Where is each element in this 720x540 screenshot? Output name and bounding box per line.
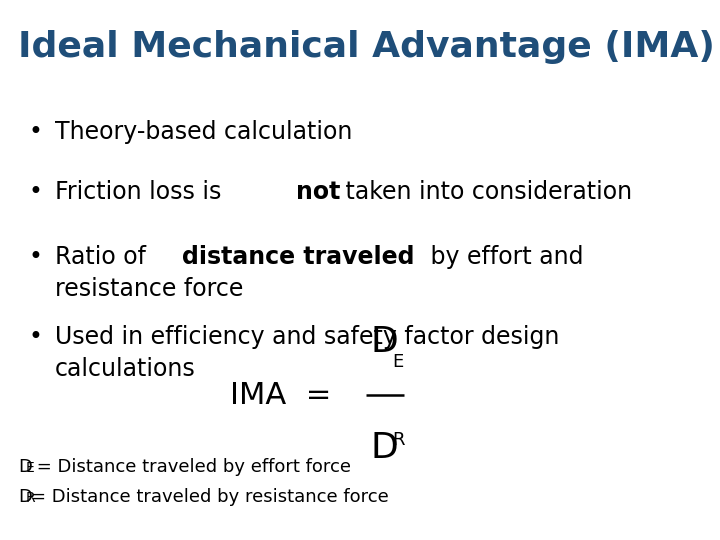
Text: taken into consideration: taken into consideration [338, 180, 632, 204]
Text: = Distance traveled by effort force: = Distance traveled by effort force [31, 458, 351, 476]
Text: IMA  =: IMA = [230, 381, 331, 409]
Text: Friction loss is: Friction loss is [55, 180, 229, 204]
Text: •: • [28, 120, 42, 144]
Text: D: D [370, 431, 397, 465]
Text: D: D [18, 488, 32, 506]
Text: calculations: calculations [55, 357, 196, 381]
Text: •: • [28, 325, 42, 349]
Text: •: • [28, 180, 42, 204]
Text: E: E [392, 353, 403, 371]
Text: = Distance traveled by resistance force: = Distance traveled by resistance force [31, 488, 389, 506]
Text: not: not [296, 180, 341, 204]
Text: Ideal Mechanical Advantage (IMA): Ideal Mechanical Advantage (IMA) [18, 30, 715, 64]
Text: R: R [25, 491, 35, 505]
Text: •: • [28, 245, 42, 269]
Text: E: E [25, 461, 34, 475]
Text: R: R [392, 431, 405, 449]
Text: Theory-based calculation: Theory-based calculation [55, 120, 352, 144]
Text: resistance force: resistance force [55, 277, 243, 301]
Text: Ratio of: Ratio of [55, 245, 153, 269]
Text: Used in efficiency and safety factor design: Used in efficiency and safety factor des… [55, 325, 559, 349]
Text: D: D [18, 458, 32, 476]
Text: distance traveled: distance traveled [182, 245, 415, 269]
Text: D: D [370, 325, 397, 359]
Text: by effort and: by effort and [423, 245, 584, 269]
